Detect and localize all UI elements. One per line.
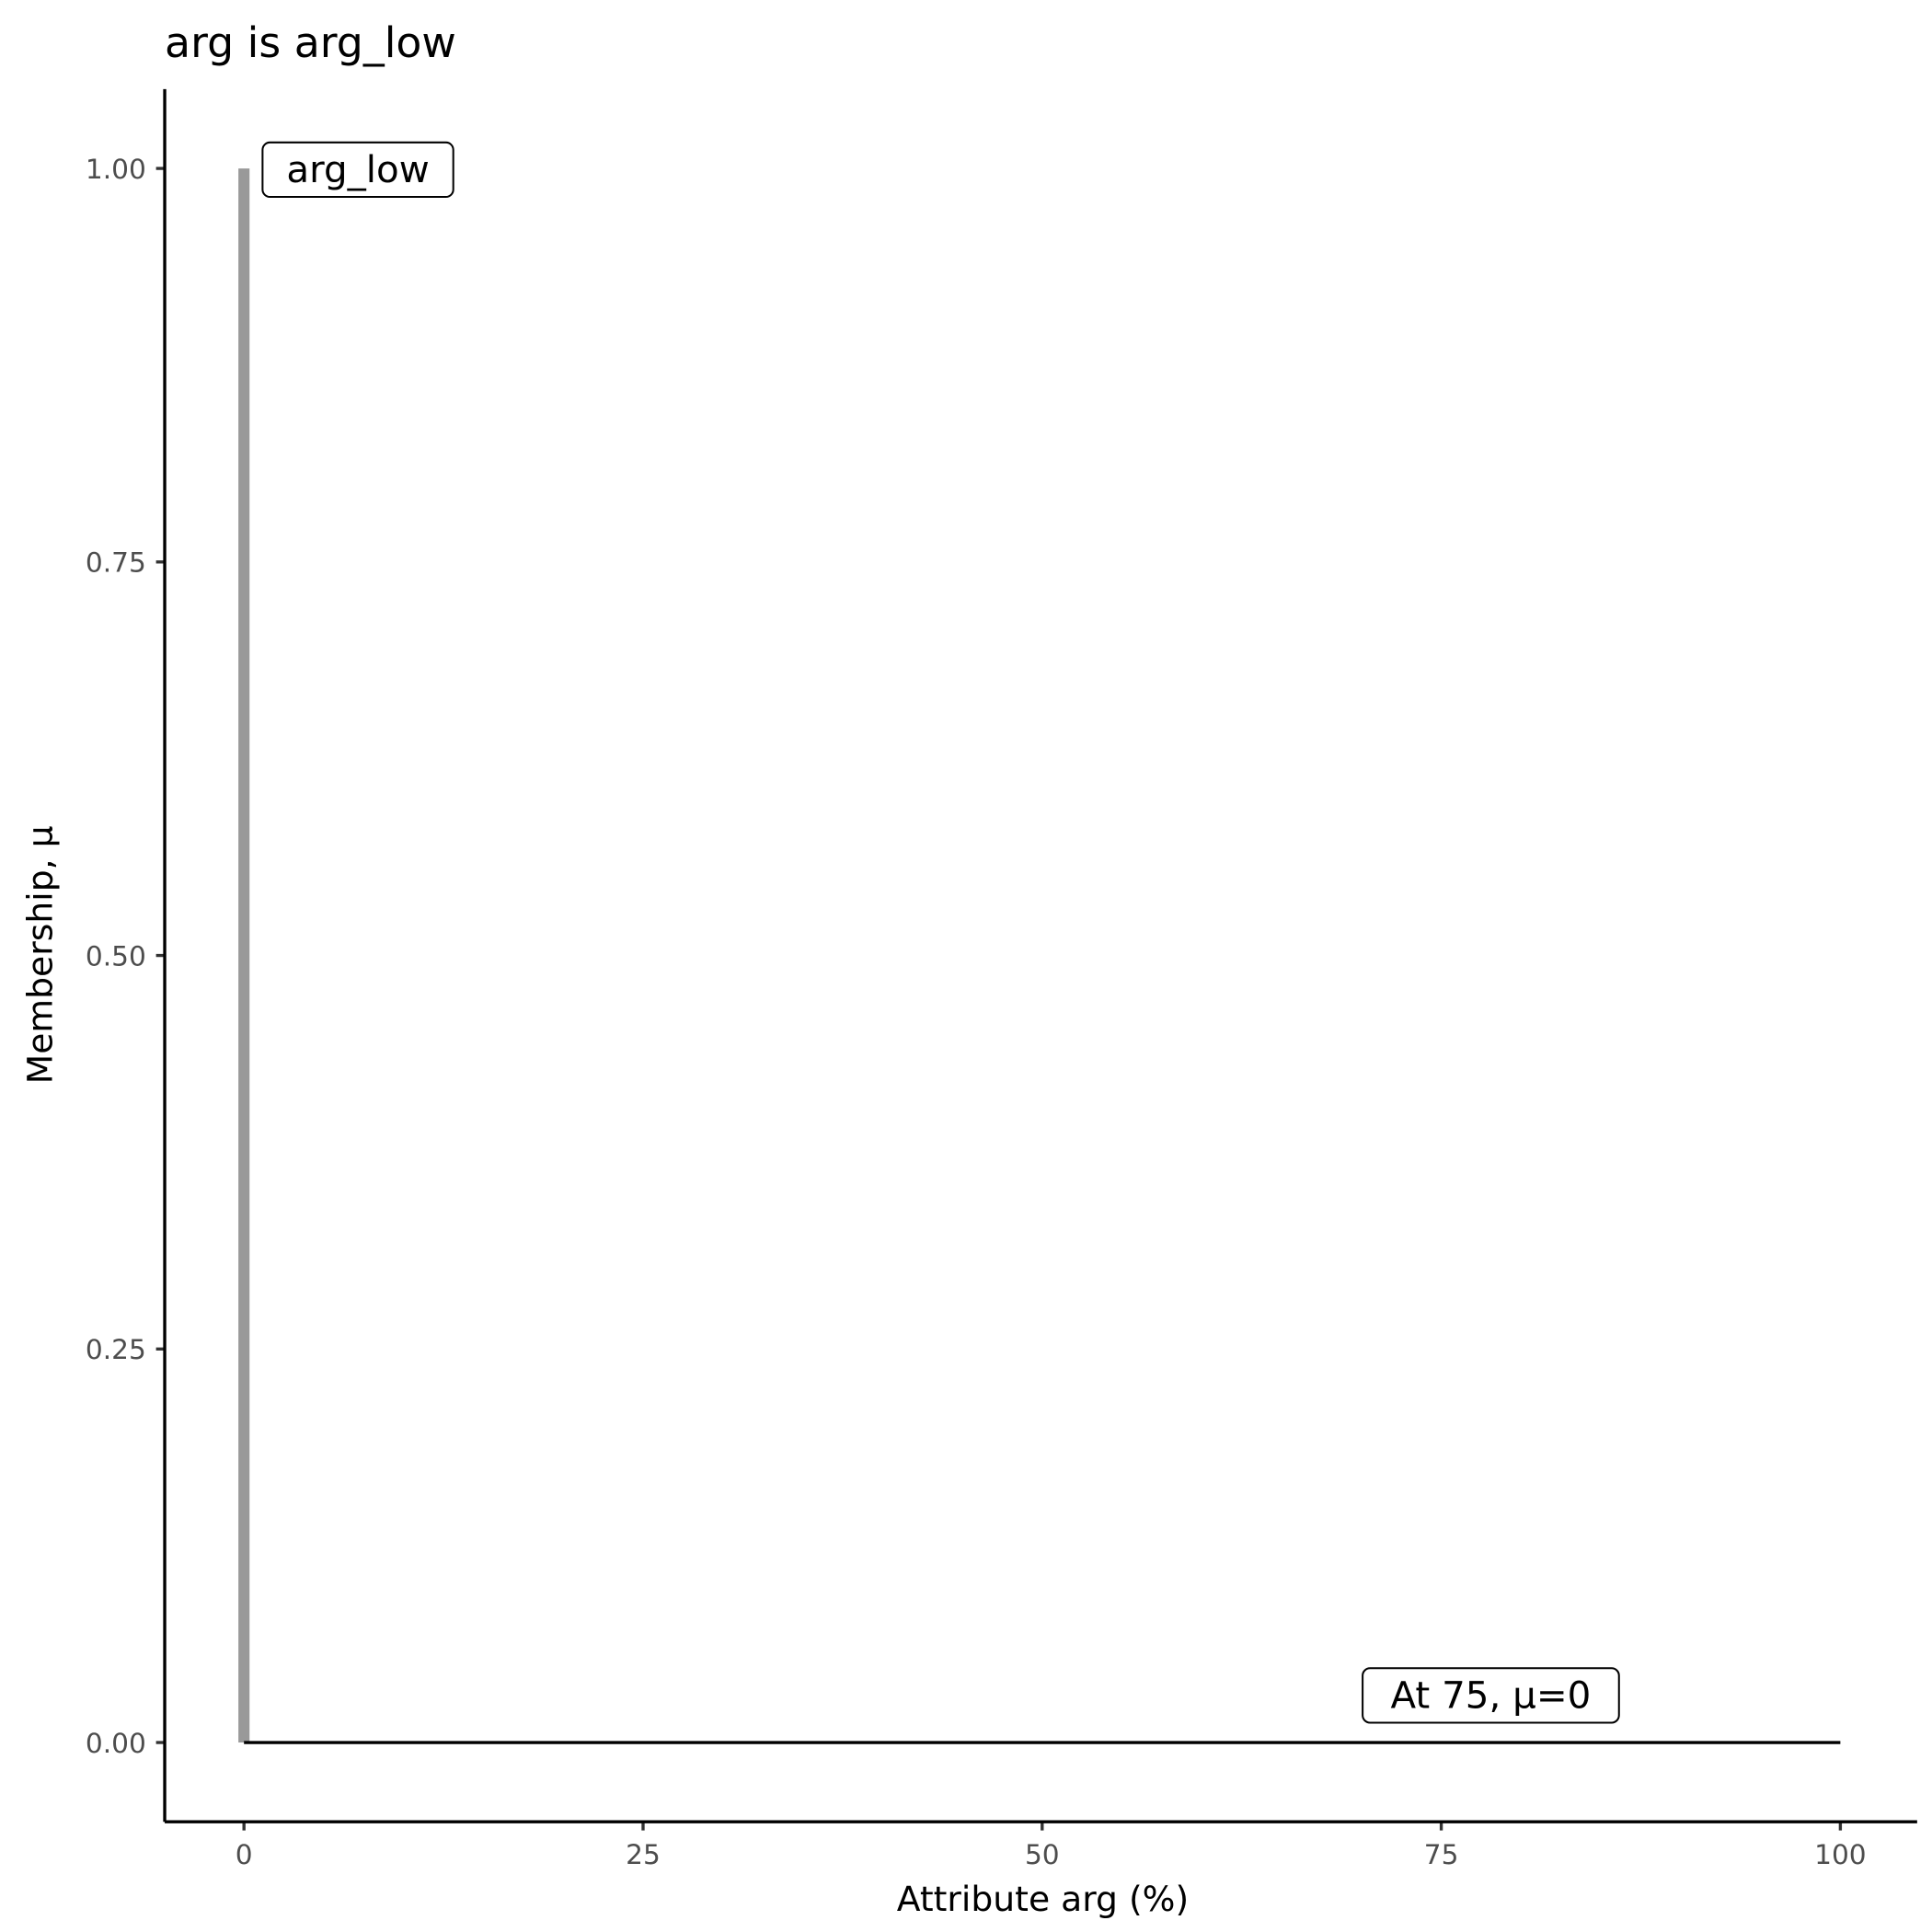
x-axis-label: Attribute arg (%) [897,1879,1189,1919]
annotation-text: arg_low [286,148,429,191]
chart-title: arg is arg_low [165,18,456,67]
x-tick-label: 0 [236,1839,253,1870]
x-tick-label: 100 [1814,1839,1867,1870]
y-tick-label: 0.00 [86,1728,146,1759]
y-tick-label: 0.50 [86,940,146,972]
y-axis-label: Membership, μ [20,825,61,1084]
y-tick-label: 1.00 [86,154,146,185]
x-tick-label: 75 [1424,1839,1459,1870]
annotation-label: At 75, μ=0 [1362,1667,1620,1724]
y-tick-label: 0.25 [86,1334,146,1365]
annotation-text: At 75, μ=0 [1391,1673,1592,1717]
x-tick-label: 25 [626,1839,661,1870]
x-tick-label: 50 [1025,1839,1060,1870]
y-tick-label: 0.75 [86,547,146,579]
annotation-label: arg_low [261,141,454,199]
